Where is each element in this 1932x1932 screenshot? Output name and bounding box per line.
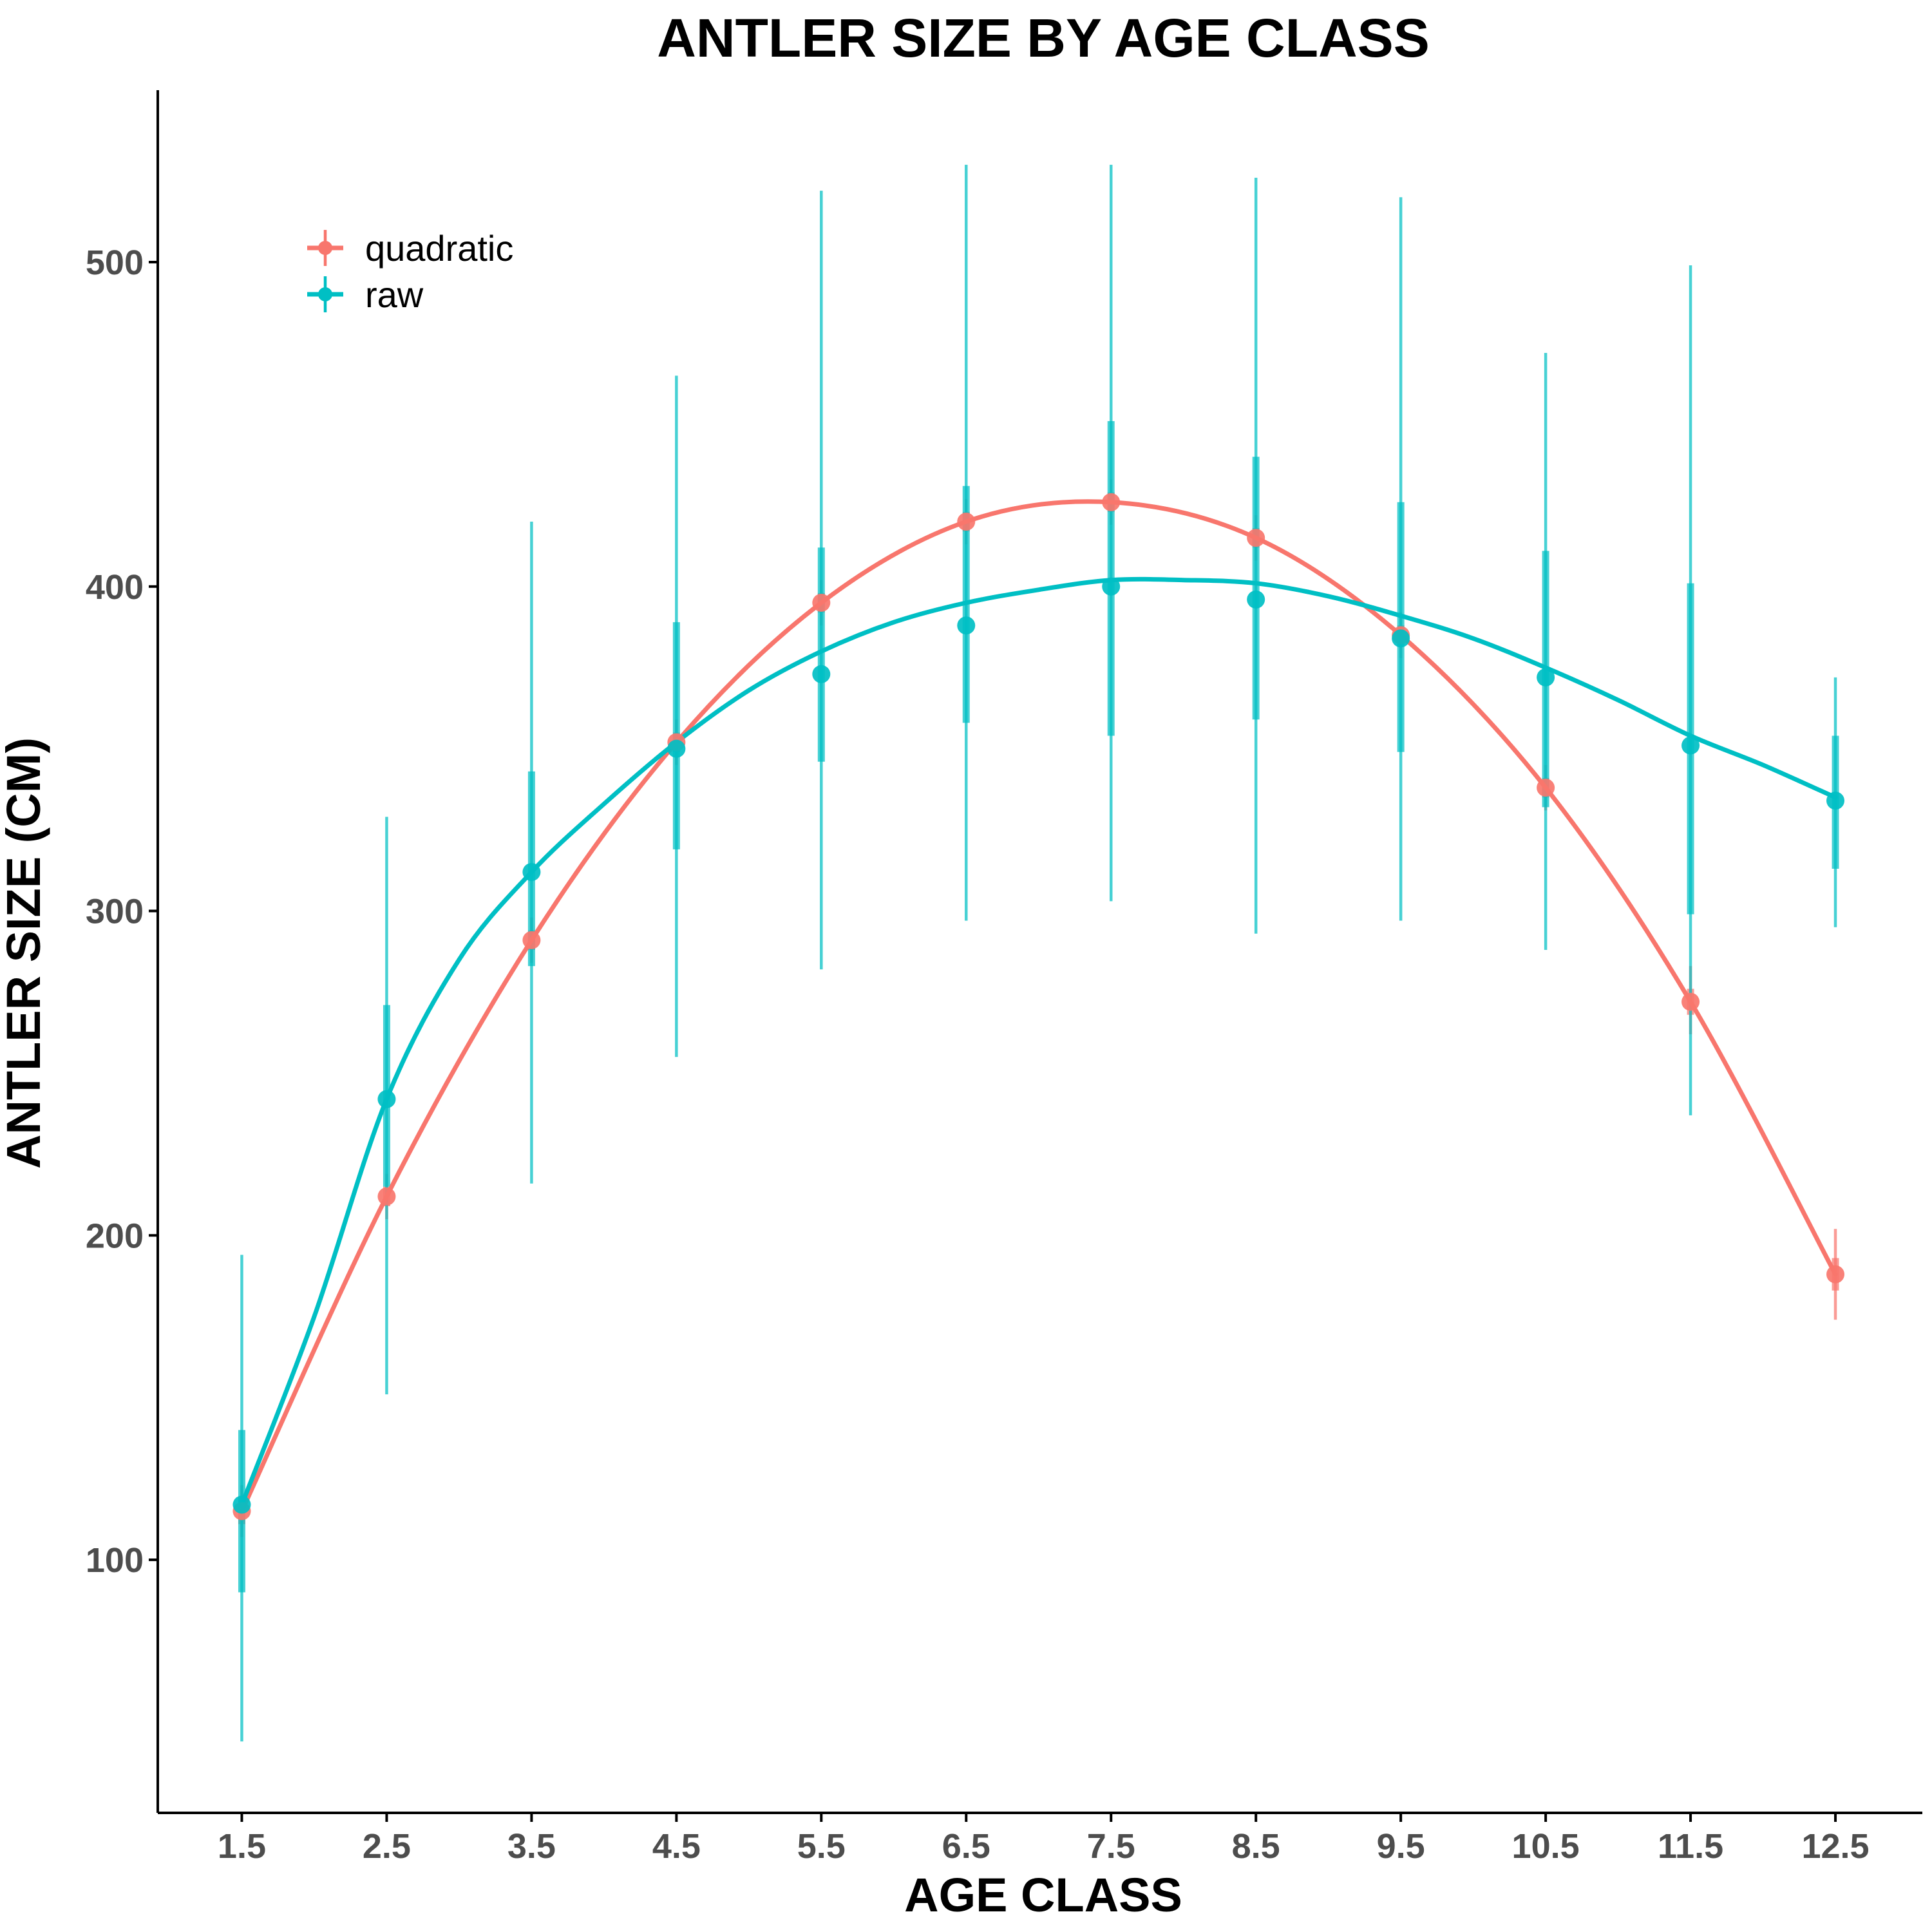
y-tick-label: 400	[86, 568, 144, 607]
x-tick-label: 10.5	[1512, 1827, 1580, 1866]
axes: 100 200 300 400 500 1.5 2.5 3.5 4.5 5.5 6.5 7.5 8.5 9…	[86, 90, 1922, 1866]
data-point-raw	[1392, 629, 1410, 648]
legend-item-raw: raw	[307, 274, 424, 315]
series-quadratic-intervals	[238, 479, 1839, 1537]
data-point-raw	[1826, 791, 1845, 810]
series-raw-intervals	[238, 164, 1839, 1742]
data-point-raw	[1247, 590, 1265, 609]
data-point-raw	[667, 739, 686, 758]
chart-title: ANTLER SIZE BY AGE CLASS	[657, 8, 1429, 68]
x-tick-label: 9.5	[1377, 1827, 1425, 1866]
series-quadratic-points	[232, 493, 1845, 1520]
data-point-quadratic	[377, 1187, 396, 1206]
data-point-quadratic	[1102, 493, 1121, 511]
x-tick-label: 4.5	[652, 1827, 701, 1866]
legend-key-point	[318, 287, 332, 301]
legend-key-point	[318, 241, 332, 255]
plot-area	[232, 164, 1845, 1742]
data-point-raw	[812, 665, 831, 683]
data-point-raw	[1681, 736, 1700, 755]
x-tick-label: 6.5	[942, 1827, 990, 1866]
x-tick-label: 7.5	[1087, 1827, 1135, 1866]
legend: quadratic raw	[307, 228, 513, 315]
series-line-raw	[240, 576, 1838, 1507]
x-tick-label: 11.5	[1658, 1827, 1723, 1866]
data-point-raw	[232, 1495, 251, 1514]
data-point-raw	[1102, 577, 1121, 596]
data-point-raw	[377, 1090, 396, 1108]
y-axis-title: ANTLER SIZE (CM)	[0, 737, 50, 1169]
y-tick-label: 500	[86, 243, 144, 282]
series-line-quadratic	[240, 499, 1838, 1513]
legend-label: raw	[365, 274, 424, 315]
data-point-quadratic	[1681, 992, 1700, 1011]
data-point-raw	[957, 616, 976, 635]
x-tick-label: 5.5	[797, 1827, 846, 1866]
data-point-quadratic	[1247, 529, 1265, 547]
y-tick-label: 300	[86, 893, 144, 931]
x-tick-label: 2.5	[363, 1827, 411, 1866]
data-point-raw	[1537, 668, 1555, 687]
data-point-quadratic	[812, 593, 831, 612]
x-tick-label: 8.5	[1232, 1827, 1280, 1866]
data-point-quadratic	[522, 931, 541, 949]
x-tick-label: 3.5	[507, 1827, 556, 1866]
x-tick-label: 12.5	[1801, 1827, 1869, 1866]
x-tick-label: 1.5	[218, 1827, 266, 1866]
x-axis-title: AGE CLASS	[904, 1868, 1182, 1922]
data-point-quadratic	[1826, 1265, 1845, 1283]
y-tick-label: 200	[86, 1217, 144, 1255]
legend-label: quadratic	[365, 228, 513, 269]
data-point-raw	[522, 863, 541, 882]
legend-item-quadratic: quadratic	[307, 228, 513, 269]
series-raw-points	[232, 577, 1845, 1514]
y-tick-label: 100	[86, 1541, 144, 1580]
data-point-quadratic	[1537, 779, 1555, 797]
data-point-quadratic	[957, 513, 976, 531]
